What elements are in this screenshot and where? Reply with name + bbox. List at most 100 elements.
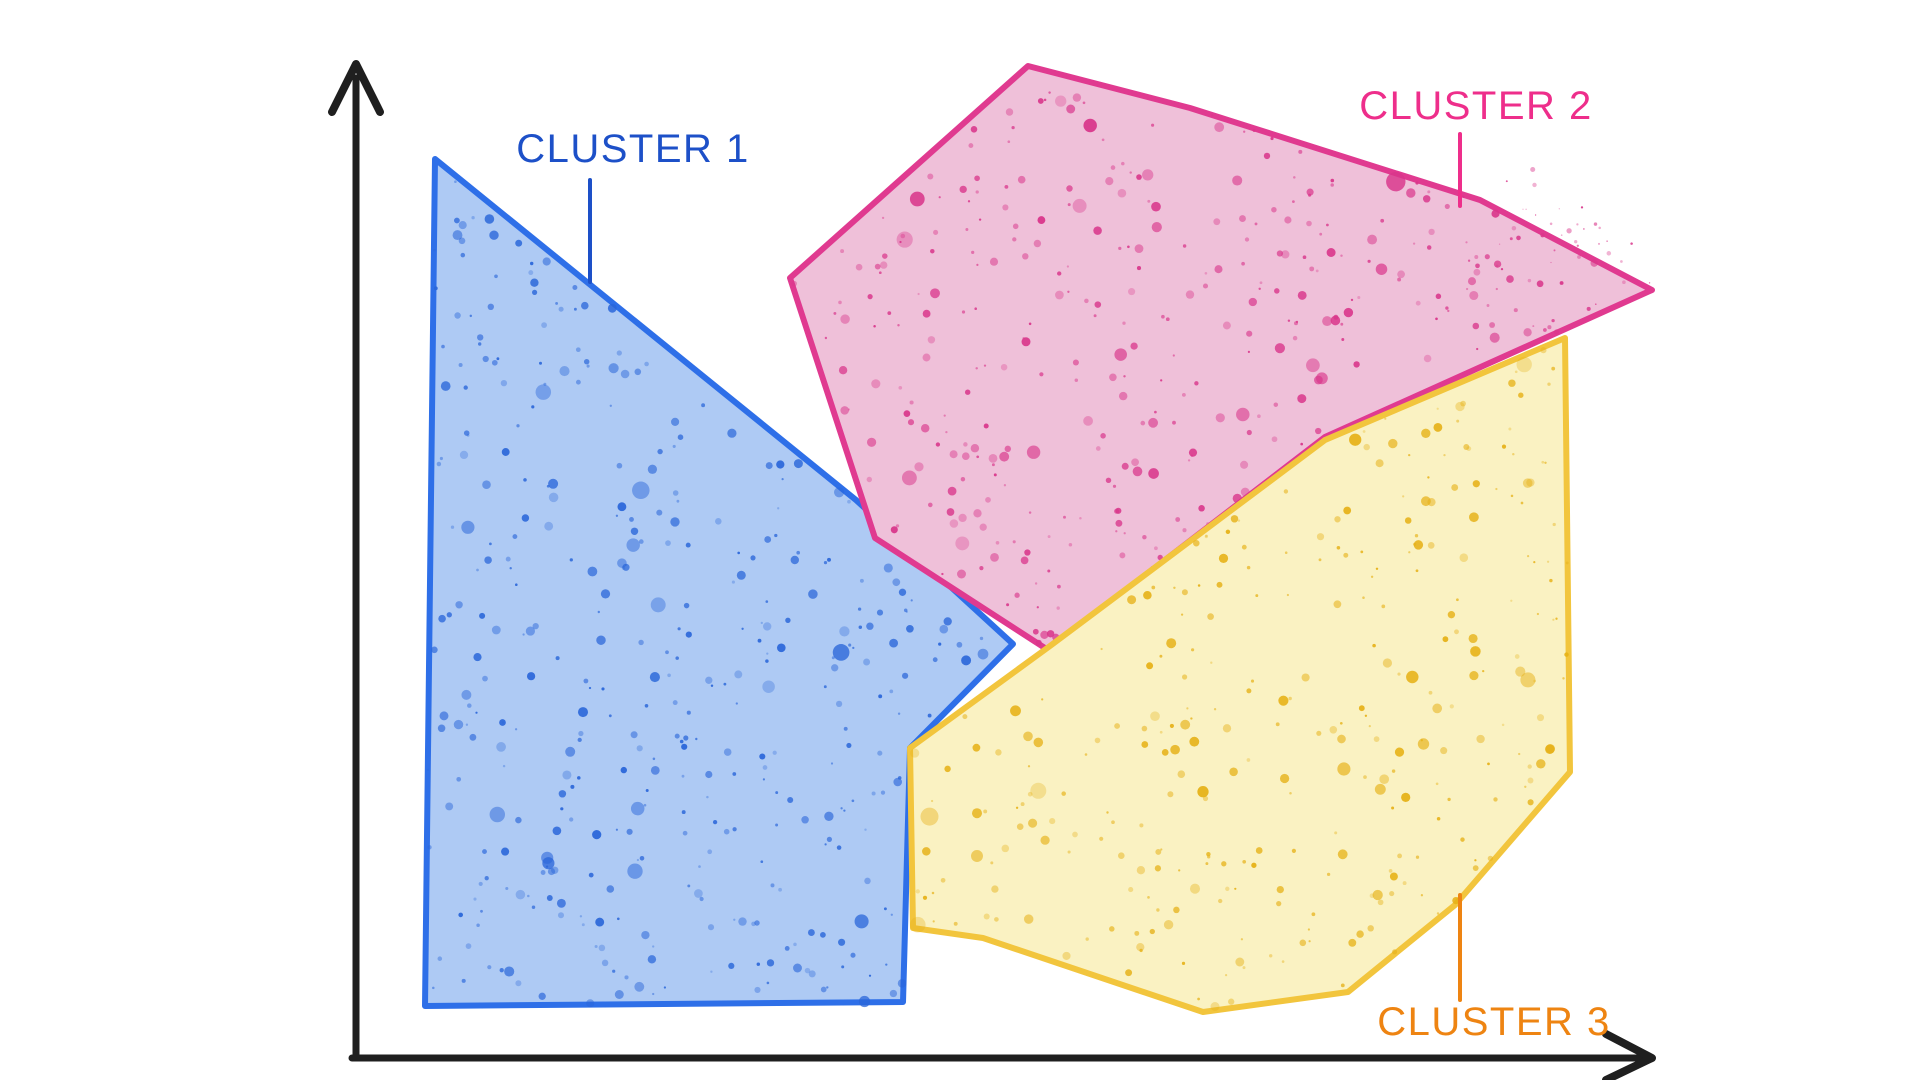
data-point [626,538,640,552]
data-point [1404,517,1412,524]
data-point [1084,753,1088,756]
data-point [437,956,443,961]
data-point [1127,595,1137,605]
data-point [677,434,684,441]
data-point [1110,165,1116,170]
data-point [762,680,775,693]
data-point [478,881,483,886]
data-point [1213,218,1221,226]
data-point [531,905,536,909]
data-point [941,572,944,576]
data-point [1518,752,1521,756]
data-point [1476,347,1479,351]
data-point [1066,104,1076,114]
cluster-3-dots [910,347,1569,1011]
data-point [1375,459,1384,468]
data-point [609,404,612,407]
data-point [766,981,770,985]
data-point [586,999,595,1008]
data-point [1224,973,1228,977]
data-point [1501,444,1507,449]
data-point [1011,125,1015,130]
data-point [915,889,920,894]
data-point [1240,460,1249,469]
data-point [1015,806,1019,809]
data-point [1402,881,1407,886]
data-point [705,676,713,684]
data-point [927,173,934,180]
data-point [1281,250,1290,259]
data-point [1534,214,1537,216]
data-point [1498,243,1501,245]
data-point [1117,188,1127,198]
data-point [484,556,492,564]
data-point [1055,95,1067,107]
data-point [620,766,627,774]
data-point [859,578,864,583]
data-point [1066,185,1073,192]
data-point [1246,330,1253,337]
data-point [1172,420,1176,425]
data-point [1475,263,1480,269]
data-point [624,563,628,567]
data-point [1397,270,1405,279]
data-point [927,713,932,718]
data-point [532,289,538,295]
data-point [897,978,907,988]
data-point [1205,862,1209,866]
data-point [883,907,887,911]
data-point [1476,734,1485,744]
data-point [634,981,645,992]
data-point [882,253,888,259]
data-point [630,731,638,739]
data-point [1375,567,1379,571]
data-point [876,609,884,616]
data-point [586,364,590,368]
data-point [1440,747,1448,755]
data-point [855,263,863,271]
data-point [1275,722,1280,727]
data-point [491,625,501,635]
data-point [681,774,685,778]
data-point [881,216,885,220]
data-point [1341,338,1345,341]
data-point [898,385,903,390]
data-point [898,588,907,596]
data-point [1451,484,1459,491]
data-point [594,944,598,949]
data-point [1402,495,1405,498]
data-point [1281,960,1285,963]
data-point [1115,530,1118,533]
data-point [1159,654,1163,658]
data-point [843,726,848,731]
data-point [1417,738,1430,750]
data-point [1397,853,1402,859]
data-point [487,965,492,970]
data-point [781,478,784,481]
data-point [440,381,451,391]
data-point [1500,267,1504,271]
data-point [928,502,933,508]
data-point [482,849,487,855]
data-point [1030,782,1047,799]
data-point [559,366,570,377]
data-point [1083,416,1093,426]
data-point [736,570,746,580]
data-point [504,966,515,977]
data-point [683,602,690,609]
data-point [1180,719,1191,730]
data-point [963,442,968,447]
data-point [1374,783,1386,795]
data-point [1301,673,1310,682]
data-point [762,765,768,770]
data-point [674,733,680,739]
data-point [1391,806,1395,810]
data-point [1241,261,1245,266]
data-point [741,627,744,630]
data-point [737,551,741,555]
data-point [1422,195,1431,203]
data-point [575,347,581,353]
data-point [733,918,736,921]
data-point [1132,466,1143,477]
